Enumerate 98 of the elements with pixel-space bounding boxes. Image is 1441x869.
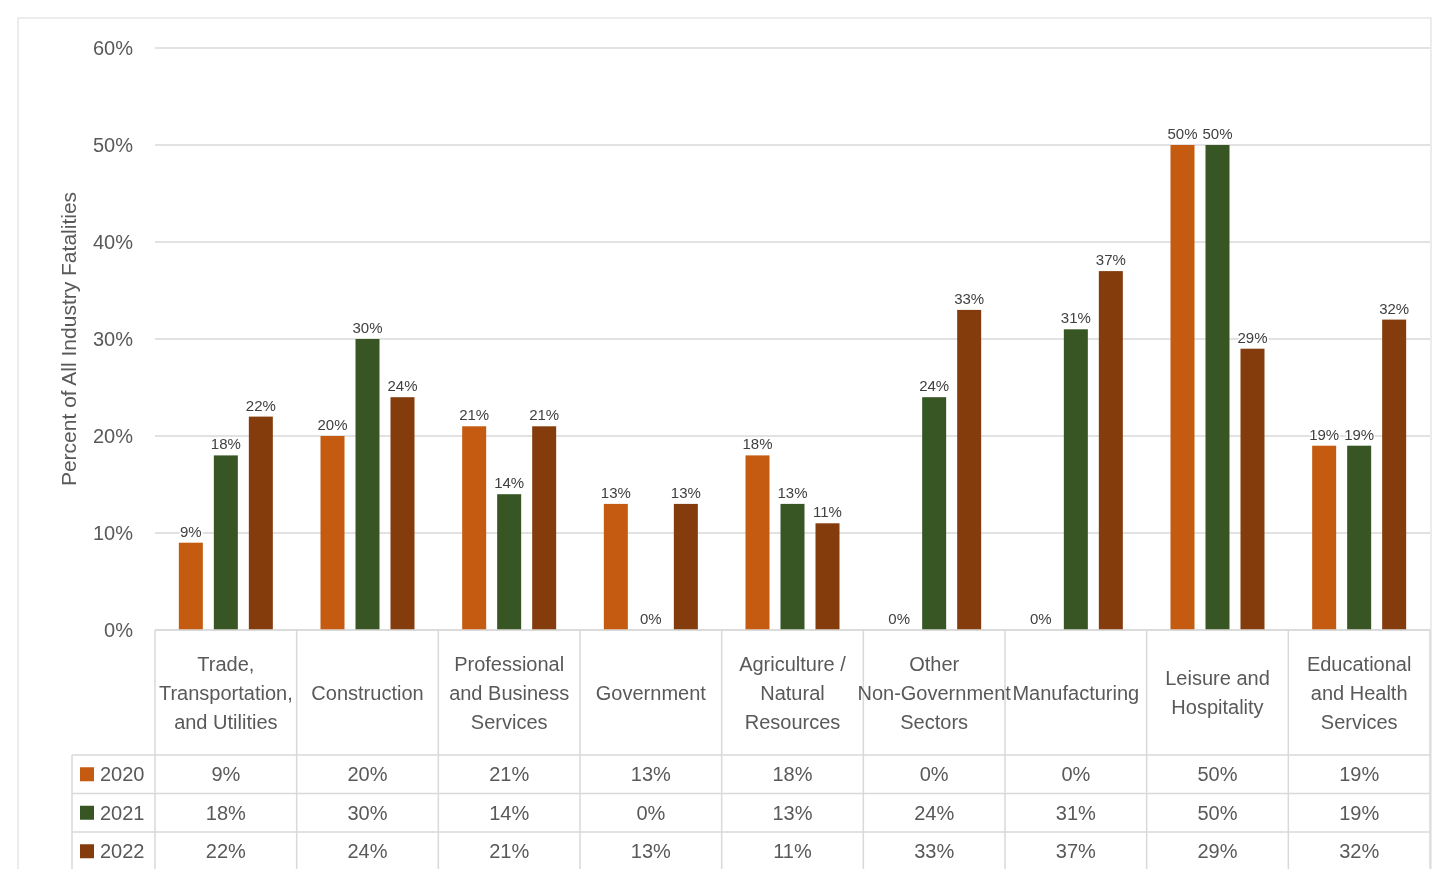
data-label: 22%: [205, 840, 247, 863]
data-label: 24%: [914, 801, 955, 824]
text: 37%: [1095, 251, 1126, 269]
legend-label: 2021: [100, 801, 145, 824]
x-tick-label: Other Non-Government Sectors: [857, 652, 1012, 733]
data-label: 18%: [772, 763, 813, 786]
bar: [1240, 348, 1265, 630]
bar: [1347, 445, 1372, 630]
data-label: 24%: [347, 840, 388, 863]
bar: [603, 503, 628, 630]
text: 24%: [919, 377, 950, 395]
data-label: 21%: [489, 763, 530, 786]
bar: [213, 455, 238, 630]
bar: [1170, 145, 1195, 630]
text: 24%: [387, 377, 418, 395]
bar: [390, 397, 415, 630]
data-label: 31%: [1055, 801, 1097, 824]
data-label: 0%: [636, 801, 666, 824]
text: 19%: [1309, 425, 1340, 443]
text: 0%: [639, 610, 662, 627]
text: 0%: [1029, 610, 1052, 627]
text: 13%: [777, 483, 808, 501]
data-label: 14%: [489, 801, 530, 824]
bar: [957, 309, 982, 630]
text: 13%: [600, 483, 631, 501]
y-tick-label: 10%: [92, 522, 134, 544]
data-label: 29%: [1197, 840, 1238, 863]
data-label: 19%: [1339, 801, 1380, 824]
bar: [532, 426, 557, 630]
x-tick-label: Agriculture / Natural Resources: [739, 652, 847, 733]
data-label: 11%: [773, 840, 812, 863]
data-label: 20%: [347, 763, 388, 786]
y-tick-label: 60%: [92, 37, 134, 59]
text: 31%: [1060, 309, 1091, 327]
data-label: 13%: [772, 801, 813, 824]
y-tick-label: 50%: [92, 134, 134, 156]
text: 21%: [529, 406, 560, 424]
bar: [780, 503, 805, 630]
bar: [1063, 329, 1088, 630]
text: 21%: [459, 406, 490, 424]
text: 22%: [245, 396, 276, 414]
data-label: 50%: [1197, 801, 1238, 824]
data-label: 37%: [1055, 840, 1097, 863]
text: 9%: [179, 522, 202, 540]
data-label: 33%: [914, 840, 955, 863]
text: 33%: [954, 289, 985, 307]
bar: [355, 339, 380, 630]
text: 19%: [1344, 425, 1375, 443]
data-label: 30%: [347, 801, 388, 824]
bar: [248, 416, 273, 630]
text: 0%: [888, 610, 911, 627]
data-label: 9%: [211, 763, 241, 786]
bar: [497, 494, 522, 630]
x-tick-label: Leisure and Hospitality: [1165, 667, 1270, 718]
bar: [1098, 271, 1123, 630]
x-tick-label: Construction: [311, 681, 424, 704]
text: 18%: [742, 435, 773, 453]
bar: [815, 523, 840, 630]
y-tick-label: 20%: [92, 425, 134, 447]
bar: [673, 503, 698, 630]
data-label: 0%: [1061, 763, 1091, 786]
bar: [745, 455, 770, 630]
text: 50%: [1202, 125, 1233, 142]
data-label: 18%: [205, 801, 247, 824]
data-label: 13%: [630, 840, 672, 863]
y-tick-label: 0%: [104, 619, 134, 641]
data-label: 13%: [630, 763, 672, 786]
bar: [1382, 319, 1407, 630]
text: 13%: [670, 483, 701, 501]
text: 11%: [813, 503, 842, 521]
x-tick-label: Educational and Health Services: [1306, 652, 1412, 733]
text: 14%: [494, 474, 525, 492]
text: 20%: [317, 416, 348, 433]
data-label: 21%: [489, 840, 530, 863]
data-label: 0%: [919, 763, 949, 786]
x-tick-label: Government: [595, 681, 707, 704]
bar: [320, 436, 345, 630]
text: 32%: [1379, 299, 1410, 317]
bar: [178, 542, 203, 630]
data-label: 50%: [1197, 763, 1238, 786]
text: 30%: [352, 319, 383, 336]
text: 50%: [1167, 125, 1198, 142]
legend-label: 2022: [100, 840, 145, 863]
y-axis-title: Percent of All Industry Fatalities: [57, 191, 80, 487]
x-tick-label: Professional and Business Services: [449, 652, 570, 733]
bar: [1205, 145, 1230, 630]
x-tick-label: Manufacturing: [1012, 681, 1140, 704]
text: 29%: [1237, 328, 1268, 346]
bar: [922, 397, 947, 630]
y-tick-label: 40%: [92, 231, 134, 253]
bar: [462, 426, 487, 630]
text: 18%: [210, 435, 241, 453]
data-label: 32%: [1339, 840, 1380, 863]
legend-label: 2020: [100, 763, 145, 786]
y-tick-label: 30%: [92, 328, 134, 350]
x-tick-label: Trade, Transportation, and Utilities: [158, 652, 293, 733]
bar: [1312, 445, 1337, 630]
data-label: 19%: [1339, 763, 1380, 786]
